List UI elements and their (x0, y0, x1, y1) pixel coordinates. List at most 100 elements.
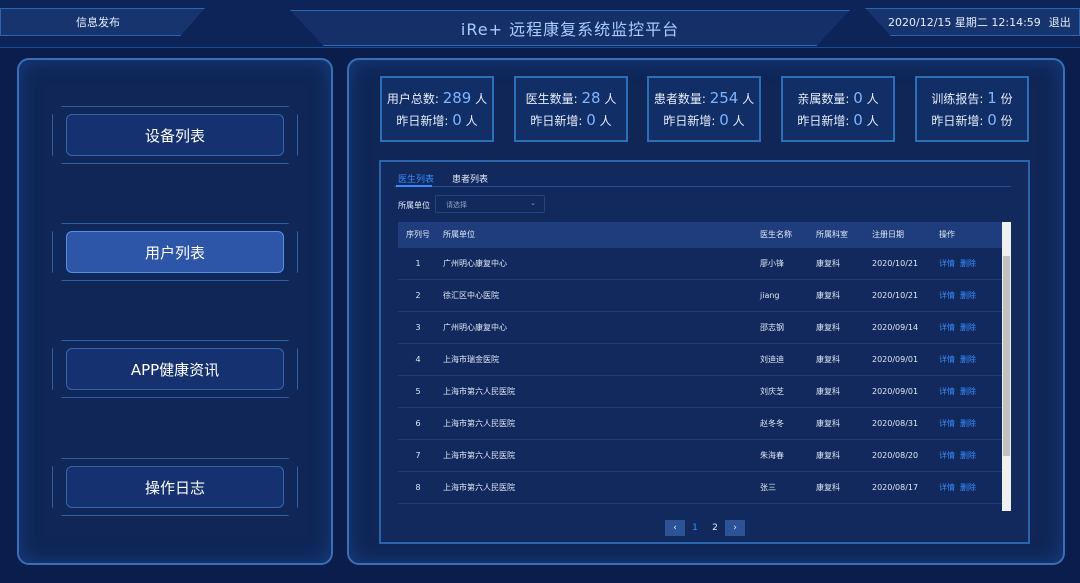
sidebar-item-label: 操作日志 (66, 466, 284, 508)
table-row: 2 徐汇区中心医院 jiang 康复科 2020/10/21 详情 删除 (398, 280, 1002, 312)
delete-link[interactable]: 删除 (960, 259, 976, 268)
sidebar-item-1[interactable]: 设备列表 (52, 106, 298, 164)
table-header: 序列号 所属单位 医生名称 所属科室 注册日期 操作 (398, 222, 1002, 248)
stat-main: 亲属数量: 0 人 (797, 89, 878, 107)
page-title: iRe+ 远程康复系统监控平台 (290, 10, 850, 46)
table-cell: 康复科 (816, 387, 840, 396)
stat-sub-label: 昨日新增: (663, 114, 716, 128)
page-2[interactable]: 2 (712, 523, 718, 533)
table-cell: 2020/09/01 (872, 355, 919, 364)
stat-sub-unit: 份 (1000, 114, 1013, 128)
table-cell: 上海市第六人民医院 (443, 483, 515, 492)
table-cell: 1 (415, 259, 421, 268)
logout-button[interactable]: 退出 (1048, 16, 1071, 29)
delete-link[interactable]: 删除 (960, 387, 976, 396)
table-cell: 上海市第六人民医院 (443, 451, 515, 460)
delete-link[interactable]: 删除 (960, 355, 976, 364)
table-cell: 上海市第六人民医院 (443, 387, 515, 396)
stat-main: 训练报告: 1 份 (931, 89, 1012, 107)
tab-doctor-list[interactable]: 医生列表 (398, 175, 435, 185)
stat-sub: 昨日新增: 0 人 (663, 111, 744, 129)
tab-patient-list[interactable]: 患者列表 (452, 175, 489, 185)
prev-page-button[interactable]: ‹ (665, 520, 685, 536)
detail-link[interactable]: 详情 (939, 451, 955, 460)
unit-select[interactable]: 请选择 ⌄ (435, 195, 545, 213)
table-cell: 广州明心康复中心 (443, 259, 507, 268)
sidebar-item-4[interactable]: 操作日志 (52, 458, 298, 516)
info-publish-label: 信息发布 (76, 16, 120, 29)
active-tab-indicator (396, 185, 432, 187)
column-header: 所属科室 (816, 230, 848, 239)
table-cell: 7 (415, 451, 421, 460)
stat-sub-unit: 人 (866, 114, 879, 128)
stat-label: 亲属数量: (797, 92, 850, 106)
detail-link[interactable]: 详情 (939, 419, 955, 428)
sidebar-item-3[interactable]: APP健康资讯 (52, 340, 298, 398)
table-cell: 5 (415, 387, 421, 396)
table-cell: 2 (415, 291, 421, 300)
stat-value: 0 (853, 89, 863, 107)
table-cell: 康复科 (816, 483, 840, 492)
stat-label: 用户总数: (386, 92, 439, 106)
delete-link[interactable]: 删除 (960, 291, 976, 300)
stat-unit: 人 (604, 92, 617, 106)
table-cell: 刘迪迪 (760, 355, 784, 364)
stat-label: 训练报告: (931, 92, 984, 106)
table-cell: 张三 (760, 483, 776, 492)
stat-sub-value: 0 (452, 111, 462, 129)
table-cell: 邵志钢 (760, 323, 784, 332)
column-header: 注册日期 (872, 230, 904, 239)
table-row: 6 上海市第六人民医院 赵冬冬 康复科 2020/08/31 详情 删除 (398, 408, 1002, 440)
stat-sub-label: 昨日新增: (931, 114, 984, 128)
column-header: 序列号 (406, 230, 430, 239)
table-cell: 2020/09/14 (872, 323, 919, 332)
detail-link[interactable]: 详情 (939, 483, 955, 492)
column-header: 所属单位 (443, 230, 475, 239)
table-cell: 8 (415, 483, 421, 492)
table-cell: 2020/08/20 (872, 451, 919, 460)
stat-value: 289 (442, 89, 472, 107)
scrollbar[interactable] (1002, 222, 1011, 511)
table-row: 7 上海市第六人民医院 朱海春 康复科 2020/08/20 详情 删除 (398, 440, 1002, 472)
table-cell: 徐汇区中心医院 (443, 291, 499, 300)
detail-link[interactable]: 详情 (939, 355, 955, 364)
stat-card: 医生数量: 28 人 昨日新增: 0 人 (514, 76, 628, 142)
stat-sub: 昨日新增: 0 份 (931, 111, 1012, 129)
table-cell: 康复科 (816, 259, 840, 268)
stat-sub-label: 昨日新增: (797, 114, 850, 128)
title-text: iRe+ 远程康复系统监控平台 (460, 20, 680, 39)
detail-link[interactable]: 详情 (939, 291, 955, 300)
table-cell: 康复科 (816, 419, 840, 428)
stat-value: 1 (987, 89, 997, 107)
page-1[interactable]: 1 (692, 523, 698, 533)
table-cell: 上海市第六人民医院 (443, 419, 515, 428)
table-cell: 廖小锋 (760, 259, 784, 268)
stat-unit: 人 (866, 92, 879, 106)
detail-link[interactable]: 详情 (939, 387, 955, 396)
table-row: 5 上海市第六人民医院 刘庆芝 康复科 2020/09/01 详情 删除 (398, 376, 1002, 408)
delete-link[interactable]: 删除 (960, 451, 976, 460)
stat-unit: 份 (1000, 92, 1013, 106)
delete-link[interactable]: 删除 (960, 323, 976, 332)
table-cell: 刘庆芝 (760, 387, 784, 396)
detail-link[interactable]: 详情 (939, 323, 955, 332)
tab-divider (394, 186, 1011, 187)
stat-sub-unit: 人 (599, 114, 612, 128)
stat-value: 254 (709, 89, 739, 107)
detail-link[interactable]: 详情 (939, 259, 955, 268)
stat-unit: 人 (742, 92, 755, 106)
stat-main: 用户总数: 289 人 (387, 89, 487, 107)
column-header: 医生名称 (760, 230, 792, 239)
table-cell: 上海市瑞金医院 (443, 355, 499, 364)
sidebar-item-label: 用户列表 (66, 231, 284, 273)
scrollbar-thumb[interactable] (1003, 256, 1010, 456)
table-cell: 康复科 (816, 323, 840, 332)
delete-link[interactable]: 删除 (960, 483, 976, 492)
delete-link[interactable]: 删除 (960, 419, 976, 428)
sidebar-item-2[interactable]: 用户列表 (52, 223, 298, 281)
datetime: 2020/12/15 星期二 12:14:59 (888, 16, 1041, 29)
stat-sub-value: 0 (719, 111, 729, 129)
stat-card: 患者数量: 254 人 昨日新增: 0 人 (647, 76, 761, 142)
next-page-button[interactable]: › (725, 520, 745, 536)
info-publish-link[interactable]: 信息发布 (0, 8, 205, 36)
